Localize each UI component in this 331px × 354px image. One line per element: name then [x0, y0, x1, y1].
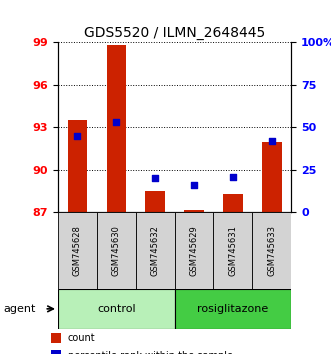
- Bar: [262, 142, 282, 212]
- Point: [153, 176, 158, 181]
- Bar: [136, 212, 175, 289]
- Bar: [213, 212, 252, 289]
- Text: GSM745630: GSM745630: [112, 225, 121, 276]
- Text: count: count: [68, 333, 95, 343]
- Bar: [97, 212, 136, 289]
- Title: GDS5520 / ILMN_2648445: GDS5520 / ILMN_2648445: [84, 26, 265, 40]
- Text: control: control: [97, 304, 136, 314]
- Bar: [107, 45, 126, 212]
- Text: rosiglitazone: rosiglitazone: [197, 304, 268, 314]
- Point: [114, 120, 119, 125]
- Point: [230, 174, 236, 179]
- Point: [269, 138, 274, 144]
- Text: GSM745632: GSM745632: [151, 225, 160, 276]
- Bar: [223, 194, 243, 212]
- Text: GSM745631: GSM745631: [228, 225, 237, 276]
- Bar: [51, 350, 61, 354]
- Bar: [58, 289, 175, 329]
- Point: [191, 182, 197, 188]
- Bar: [175, 212, 213, 289]
- Bar: [58, 212, 97, 289]
- Bar: [145, 191, 165, 212]
- Text: GSM745628: GSM745628: [73, 225, 82, 276]
- Text: GSM745633: GSM745633: [267, 225, 276, 276]
- Bar: [175, 289, 291, 329]
- Text: percentile rank within the sample: percentile rank within the sample: [68, 351, 233, 354]
- Bar: [184, 210, 204, 212]
- Bar: [68, 120, 87, 212]
- Text: GSM745629: GSM745629: [190, 225, 199, 276]
- Text: agent: agent: [3, 304, 36, 314]
- Bar: [51, 333, 61, 343]
- Point: [75, 133, 80, 139]
- Bar: [252, 212, 291, 289]
